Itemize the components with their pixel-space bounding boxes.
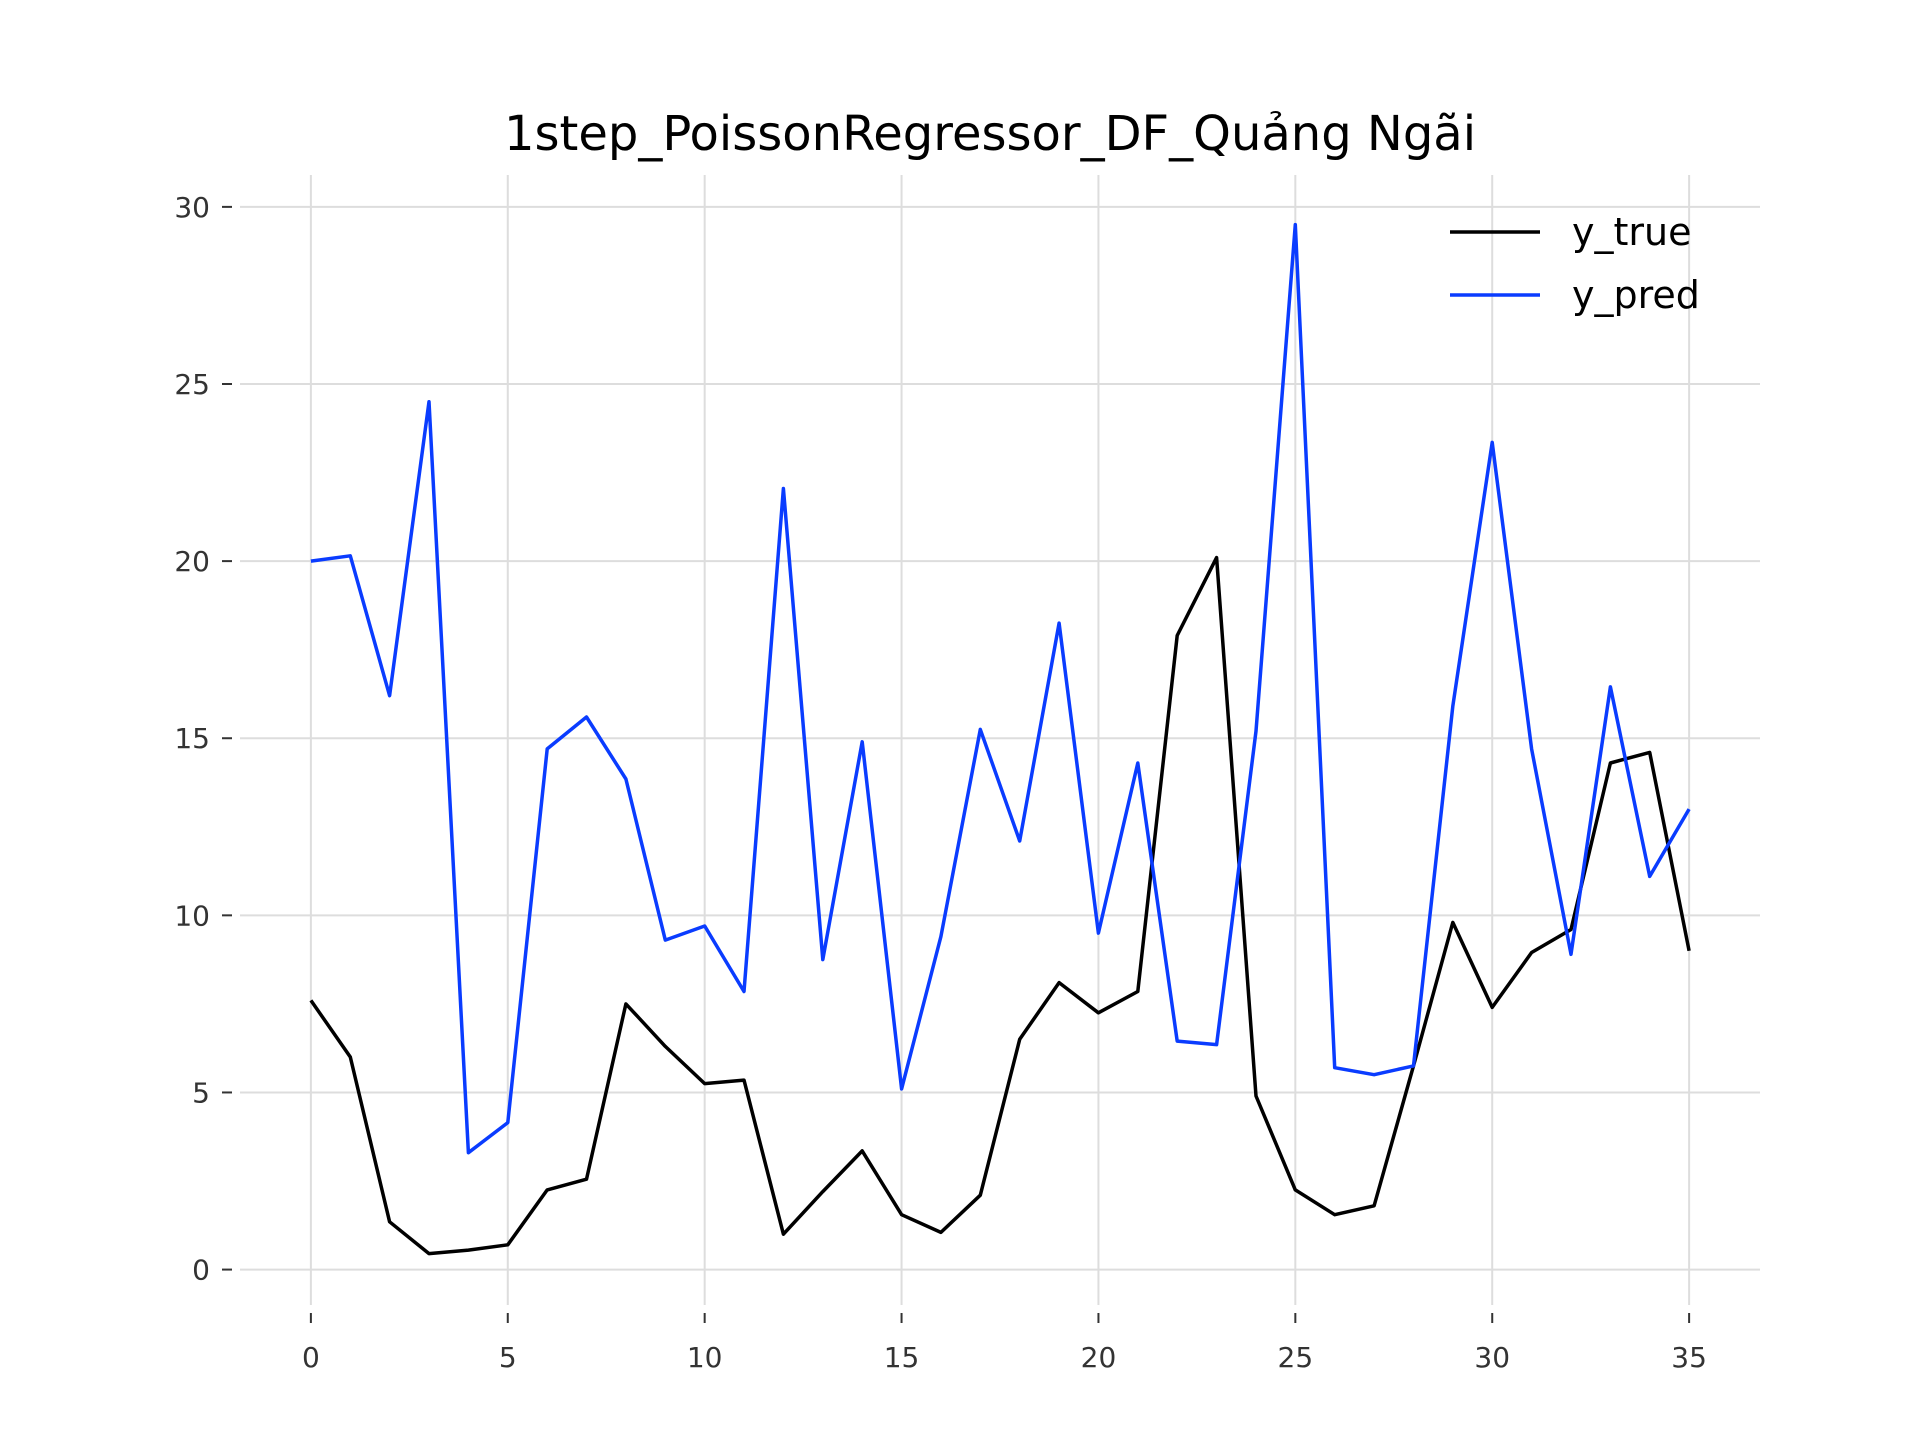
legend-label-y-pred: y_pred bbox=[1572, 273, 1700, 317]
x-tick-label: 25 bbox=[1278, 1341, 1314, 1374]
y-tick-label: 0 bbox=[192, 1254, 210, 1287]
y-tick-label: 15 bbox=[174, 722, 210, 755]
y-tick-label: 20 bbox=[174, 545, 210, 578]
y-tick-label: 5 bbox=[192, 1076, 210, 1109]
legend-label-y-true: y_true bbox=[1572, 210, 1691, 254]
grid bbox=[240, 175, 1760, 1305]
y-tick-label: 25 bbox=[174, 368, 210, 401]
x-tick-label: 20 bbox=[1081, 1341, 1117, 1374]
y-tick-label: 30 bbox=[174, 191, 210, 224]
x-tick-label: 5 bbox=[499, 1341, 517, 1374]
y-tick-label: 10 bbox=[174, 899, 210, 932]
axis-ticks: 0 5 10 15 20 25 30 35 0 5 10 15 20 25 30 bbox=[174, 191, 1707, 1374]
series-line-y-pred bbox=[310, 222, 1691, 1155]
x-tick-label: 0 bbox=[302, 1341, 320, 1374]
x-tick-label: 15 bbox=[884, 1341, 920, 1374]
series-lines bbox=[309, 222, 1691, 1256]
x-tick-label: 10 bbox=[687, 1341, 723, 1374]
x-tick-label: 30 bbox=[1474, 1341, 1510, 1374]
chart-title: 1step_PoissonRegressor_DF_Quảng Ngãi bbox=[504, 106, 1476, 162]
x-tick-label: 35 bbox=[1671, 1341, 1707, 1374]
legend: y_true y_pred bbox=[1450, 210, 1700, 317]
series-line-y-true bbox=[309, 555, 1691, 1256]
